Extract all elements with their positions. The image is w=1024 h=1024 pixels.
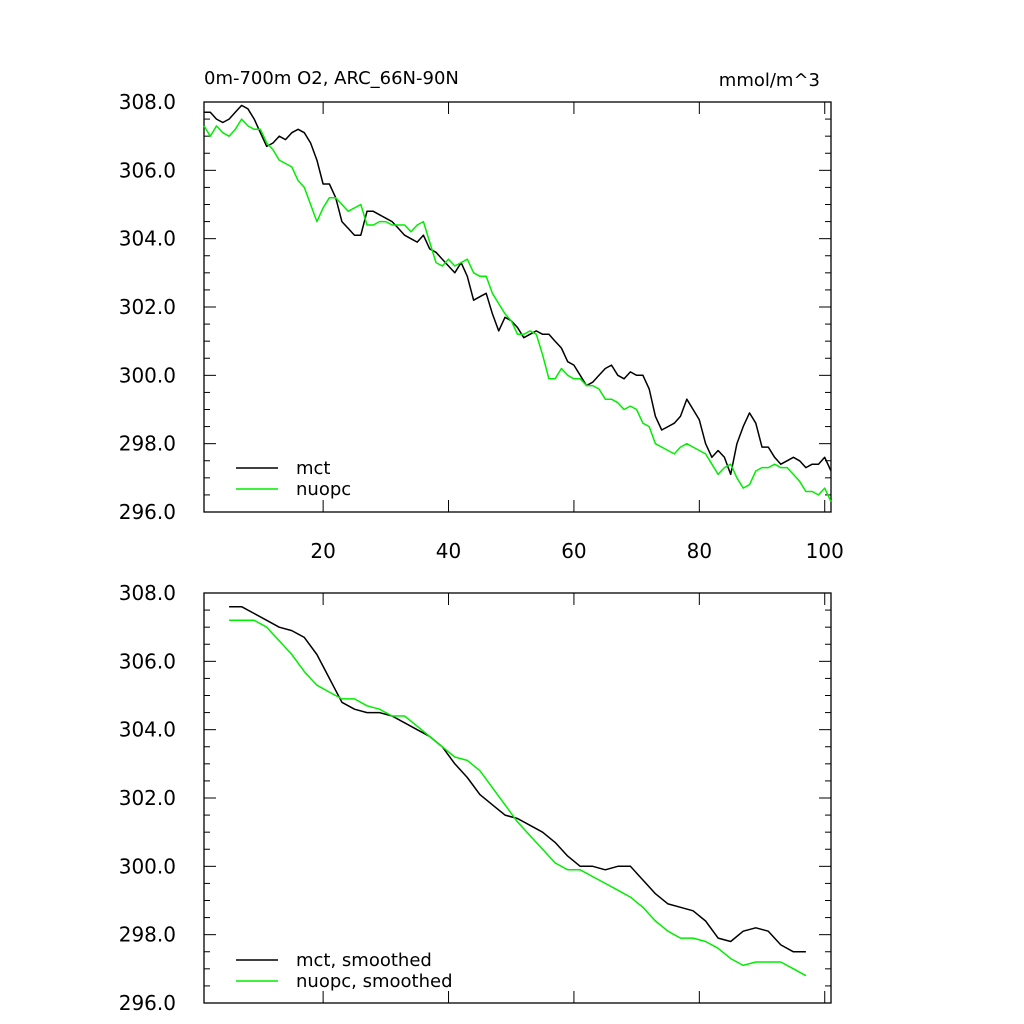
y-tick-label: 300.0 [119,854,176,878]
y-tick-label: 298.0 [119,432,176,456]
series-line-nuopc [203,118,832,503]
top-panel: 296.0 298.0 300.0 302.0 304.0 306.0 308.0 20 40 6… [119,90,844,563]
plot-frame [203,101,832,513]
x-tick-label: 60 [561,539,586,563]
units-label: mmol/m^3 [719,70,820,91]
x-tick-label: 80 [687,539,712,563]
x-tick-label: 20 [310,539,335,563]
y-tick-label: 300.0 [119,363,176,387]
series-line-mct-smoothed [229,605,806,953]
y-tick-label: 302.0 [119,295,176,319]
y-tick-label: 308.0 [119,90,176,114]
legend-label: nuopc [296,479,351,500]
legend-label: mct, smoothed [296,950,432,971]
y-tick-label: 306.0 [119,158,176,182]
series-line-mct [204,104,832,476]
plot-frame [203,592,832,1004]
series-line-nuopc-smoothed [229,619,807,977]
x-tick-label: 40 [436,539,461,563]
legend-label: nuopc, smoothed [296,971,453,992]
y-tick-label: 298.0 [119,923,176,947]
y-tick-label: 304.0 [119,718,176,742]
y-tick-label: 304.0 [119,227,176,251]
y-tick-label: 306.0 [119,649,176,673]
bottom-panel: 296.0 298.0 300.0 302.0 304.0 306.0 308.0 mct, … [119,581,832,1015]
chart-title: 0m-700m O2, ARC_66N-90N [204,68,459,89]
y-tick-label: 302.0 [119,786,176,810]
y-tick-label: 308.0 [119,581,176,605]
x-tick-label: 100 [806,539,844,563]
y-tick-label: 296.0 [119,500,176,524]
legend-label: mct [296,458,331,479]
y-tick-label: 296.0 [119,991,176,1015]
